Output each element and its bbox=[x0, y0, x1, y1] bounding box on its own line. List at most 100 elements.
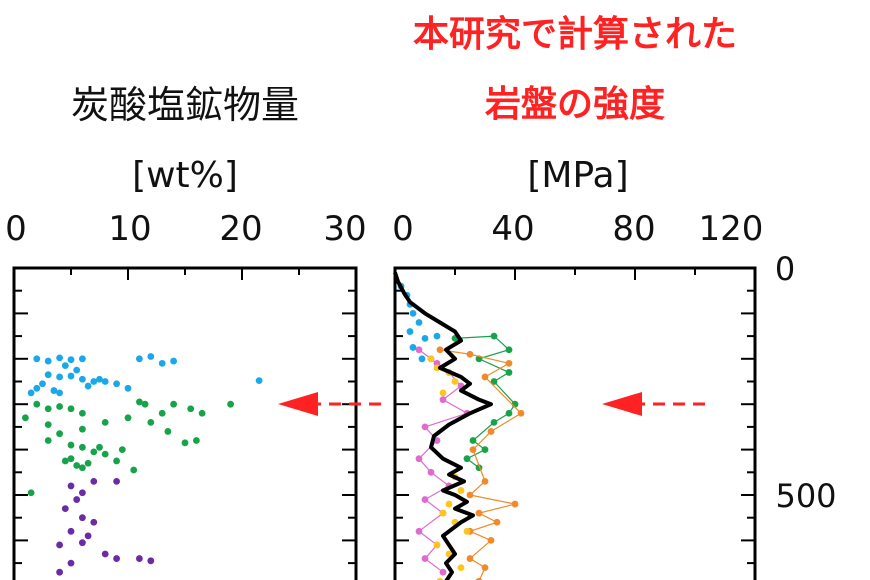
data-point bbox=[90, 378, 98, 385]
data-point bbox=[124, 414, 132, 422]
data-point bbox=[505, 409, 513, 417]
data-point bbox=[427, 355, 435, 363]
data-point bbox=[33, 355, 41, 363]
data-point bbox=[56, 403, 63, 410]
data-point bbox=[436, 577, 444, 580]
right-xtick-label: 80 bbox=[612, 209, 655, 249]
left-panel-unit: [wt%] bbox=[132, 155, 238, 196]
data-point bbox=[439, 568, 447, 576]
data-point bbox=[56, 354, 63, 362]
left-xtick-label: 10 bbox=[108, 209, 151, 249]
depth-label: 0 bbox=[775, 250, 795, 288]
data-point bbox=[158, 359, 166, 367]
data-point bbox=[113, 555, 120, 562]
data-point bbox=[170, 400, 178, 408]
data-point bbox=[517, 409, 525, 417]
mean-strength-line bbox=[393, 271, 493, 580]
data-point bbox=[469, 437, 477, 444]
data-point bbox=[61, 362, 69, 370]
data-point bbox=[90, 448, 98, 456]
data-point bbox=[421, 423, 429, 431]
right-arrow bbox=[602, 392, 705, 416]
data-point bbox=[79, 375, 86, 383]
data-point bbox=[418, 355, 426, 363]
data-point bbox=[415, 319, 423, 326]
data-point bbox=[147, 418, 155, 426]
left-xtick-label: 30 bbox=[323, 209, 366, 249]
data-point bbox=[445, 500, 453, 508]
data-point bbox=[101, 378, 109, 385]
left-axis-ticks bbox=[13, 267, 357, 565]
data-point bbox=[451, 378, 459, 385]
data-point bbox=[466, 491, 474, 499]
data-point bbox=[79, 514, 86, 522]
data-point bbox=[475, 577, 483, 580]
data-point bbox=[90, 518, 98, 526]
data-point bbox=[67, 482, 75, 490]
data-point bbox=[466, 350, 474, 358]
data-point bbox=[505, 369, 513, 376]
data-point bbox=[227, 400, 235, 408]
data-point bbox=[61, 505, 69, 513]
data-point bbox=[147, 557, 155, 565]
data-point bbox=[487, 428, 495, 435]
data-point bbox=[79, 409, 86, 417]
data-point bbox=[136, 398, 143, 406]
data-point bbox=[439, 509, 447, 517]
data-point bbox=[406, 328, 414, 335]
data-point bbox=[101, 450, 109, 458]
data-point bbox=[56, 541, 63, 549]
data-point bbox=[96, 375, 103, 383]
data-point bbox=[193, 437, 200, 444]
data-point bbox=[96, 443, 103, 451]
data-point bbox=[147, 353, 155, 360]
data-point bbox=[164, 428, 172, 435]
data-point bbox=[415, 527, 423, 535]
data-point bbox=[67, 441, 75, 449]
data-point bbox=[475, 509, 483, 517]
data-point bbox=[124, 384, 132, 392]
data-point bbox=[33, 384, 41, 392]
data-point bbox=[67, 372, 75, 380]
data-point bbox=[421, 555, 429, 562]
data-point bbox=[67, 559, 75, 567]
data-point bbox=[79, 489, 86, 497]
right-plot-marks bbox=[393, 271, 525, 580]
data-point bbox=[439, 396, 447, 404]
data-point bbox=[33, 400, 41, 408]
data-point bbox=[493, 518, 501, 526]
data-point bbox=[67, 405, 75, 413]
data-point bbox=[409, 344, 417, 351]
left-xtick-label: 0 bbox=[5, 209, 27, 249]
data-point bbox=[415, 346, 423, 354]
data-point bbox=[439, 389, 447, 397]
data-point bbox=[181, 439, 189, 447]
right-xtick-label: 0 bbox=[392, 209, 414, 249]
data-point bbox=[457, 487, 465, 494]
data-point bbox=[27, 389, 35, 397]
data-point bbox=[136, 555, 143, 562]
data-point bbox=[44, 371, 52, 379]
data-point bbox=[113, 380, 120, 388]
left-xtick-label: 20 bbox=[219, 209, 262, 249]
left-panel-frame bbox=[12, 266, 358, 580]
data-point bbox=[90, 477, 98, 485]
data-point bbox=[67, 356, 75, 364]
data-point bbox=[469, 446, 477, 453]
depth-label: 500 bbox=[775, 477, 836, 515]
data-point bbox=[44, 357, 52, 365]
data-point bbox=[409, 310, 417, 317]
right-xtick-label: 40 bbox=[491, 209, 534, 249]
data-point bbox=[22, 414, 29, 422]
data-point bbox=[427, 468, 435, 476]
data-point bbox=[481, 477, 489, 485]
data-point bbox=[56, 389, 63, 397]
data-point bbox=[481, 564, 489, 572]
right-axis-ticks bbox=[394, 267, 756, 565]
data-point bbox=[79, 355, 86, 363]
data-point bbox=[84, 382, 92, 390]
left-arrow bbox=[278, 392, 381, 416]
data-point bbox=[187, 405, 195, 413]
data-point bbox=[67, 455, 75, 463]
data-point bbox=[255, 377, 263, 384]
